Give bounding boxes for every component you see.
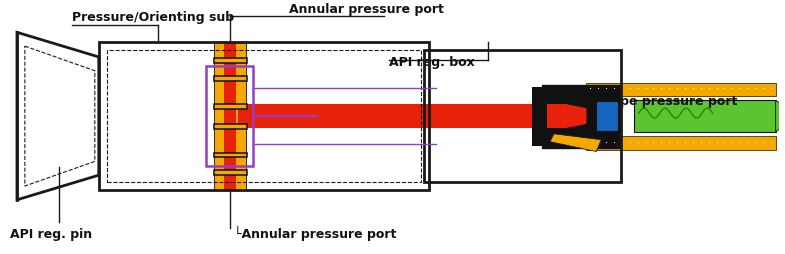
Polygon shape bbox=[550, 134, 601, 152]
Text: Annular pressure port: Annular pressure port bbox=[289, 3, 444, 15]
Bar bbox=[238, 105, 567, 128]
Bar bbox=[213, 123, 246, 129]
Bar bbox=[586, 136, 776, 150]
Bar bbox=[214, 105, 246, 109]
Bar bbox=[214, 124, 246, 128]
Bar bbox=[206, 67, 254, 167]
Bar bbox=[107, 51, 421, 182]
Bar bbox=[214, 171, 246, 174]
Text: Pressure/Orienting sub: Pressure/Orienting sub bbox=[72, 11, 234, 24]
Bar bbox=[213, 170, 246, 176]
Bar bbox=[213, 152, 246, 158]
Bar bbox=[224, 43, 236, 190]
Bar bbox=[214, 59, 246, 63]
Polygon shape bbox=[567, 105, 586, 128]
Text: API reg. pin: API reg. pin bbox=[10, 227, 92, 240]
Bar bbox=[586, 83, 776, 97]
Bar bbox=[99, 43, 429, 190]
Bar bbox=[542, 85, 621, 148]
Bar bbox=[633, 101, 776, 132]
Text: Drill pipe pressure port: Drill pipe pressure port bbox=[574, 95, 737, 108]
Bar bbox=[214, 76, 246, 80]
Bar bbox=[213, 58, 246, 64]
Bar bbox=[214, 153, 246, 157]
Text: API reg. box: API reg. box bbox=[389, 56, 475, 69]
Bar bbox=[214, 43, 246, 190]
Bar bbox=[424, 51, 621, 182]
Bar bbox=[532, 87, 547, 146]
Bar bbox=[213, 75, 246, 81]
Bar bbox=[213, 104, 246, 110]
Polygon shape bbox=[776, 101, 782, 132]
Text: └Annular pressure port: └Annular pressure port bbox=[234, 225, 396, 240]
Bar bbox=[597, 102, 618, 131]
